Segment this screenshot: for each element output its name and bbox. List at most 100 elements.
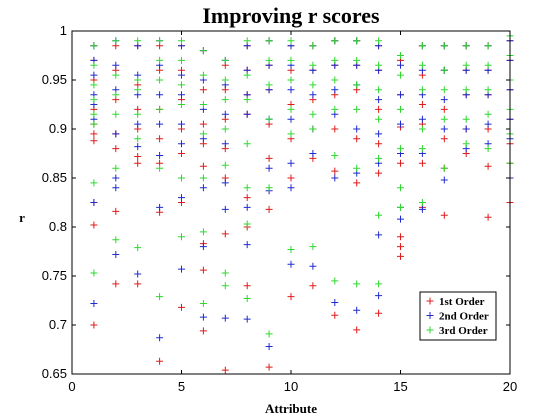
y-tick-label: 0.75 [42,268,67,283]
data-point [178,120,185,128]
data-point [243,184,251,192]
data-point [440,105,448,113]
data-point [484,213,492,221]
data-point [462,42,470,50]
data-point [243,282,251,290]
data-point [156,56,164,64]
data-point [134,37,142,45]
data-point [221,314,229,322]
data-point [375,86,383,94]
x-axis-label: Attribute [265,401,317,416]
data-point [397,233,404,241]
data-point [156,105,164,113]
data-point [287,174,295,182]
y-axis-label: r [19,210,25,225]
data-point [178,91,185,99]
data-point [331,151,339,159]
data-point [375,96,383,104]
data-point [243,140,251,148]
plot-marks [90,32,514,374]
data-point [440,211,448,219]
data-point [199,266,207,274]
data-point [90,299,98,307]
data-point [353,326,361,334]
data-point [375,105,383,113]
y-tick-label: 0.9 [49,121,67,136]
data-point [243,241,251,249]
data-point [221,230,229,238]
data-point [397,243,404,251]
data-point [331,298,339,306]
data-point [243,295,251,303]
data-point [221,125,229,133]
data-point [353,164,361,172]
x-tick-label: 0 [68,379,75,394]
data-point [287,293,295,301]
data-point [156,203,164,211]
data-point [156,164,164,172]
data-point [265,37,273,45]
data-point [440,135,448,143]
data-point [375,61,383,69]
data-point [287,105,295,113]
data-point [265,343,273,351]
data-point [331,76,339,84]
data-point [287,86,295,94]
data-point [112,110,120,118]
x-tick-label: 10 [284,379,298,394]
data-point [418,199,426,206]
data-point [221,140,229,148]
data-point [287,130,295,138]
data-point [397,184,404,192]
data-point [178,140,185,148]
data-point [199,120,207,128]
data-point [375,154,383,162]
data-point [199,162,207,170]
data-point [112,71,120,79]
data-point [440,96,448,104]
data-point [199,174,207,182]
data-point [199,86,207,94]
data-point [90,321,98,329]
data-point [221,56,229,64]
data-point [331,105,339,113]
data-point [112,61,120,69]
data-point [397,159,404,167]
data-point [265,330,273,338]
data-point [397,105,404,113]
data-point [178,194,185,202]
data-point [178,101,185,108]
data-point [90,137,98,145]
data-point [134,135,142,143]
data-point [112,280,120,288]
data-point [418,115,426,123]
data-point [287,246,295,254]
data-point [418,101,426,108]
data-point [397,145,404,153]
data-point [331,125,339,133]
data-point [156,135,164,143]
data-point [309,282,317,290]
data-point [134,76,142,84]
data-point [309,91,317,99]
data-point [375,115,383,123]
data-point [375,231,383,239]
data-point [134,86,142,94]
y-tick-label: 0.7 [49,317,67,332]
data-point [156,76,164,84]
data-point [331,167,339,175]
data-point [265,205,273,213]
data-point [397,52,404,59]
data-point [309,61,317,69]
data-point [287,76,295,84]
data-point [178,150,185,157]
data-point [353,37,361,45]
legend-label: 3rd Order [439,325,488,337]
data-point [462,140,470,148]
data-point [243,203,251,211]
data-point [90,81,98,89]
data-point [243,315,251,323]
data-point [243,194,251,202]
